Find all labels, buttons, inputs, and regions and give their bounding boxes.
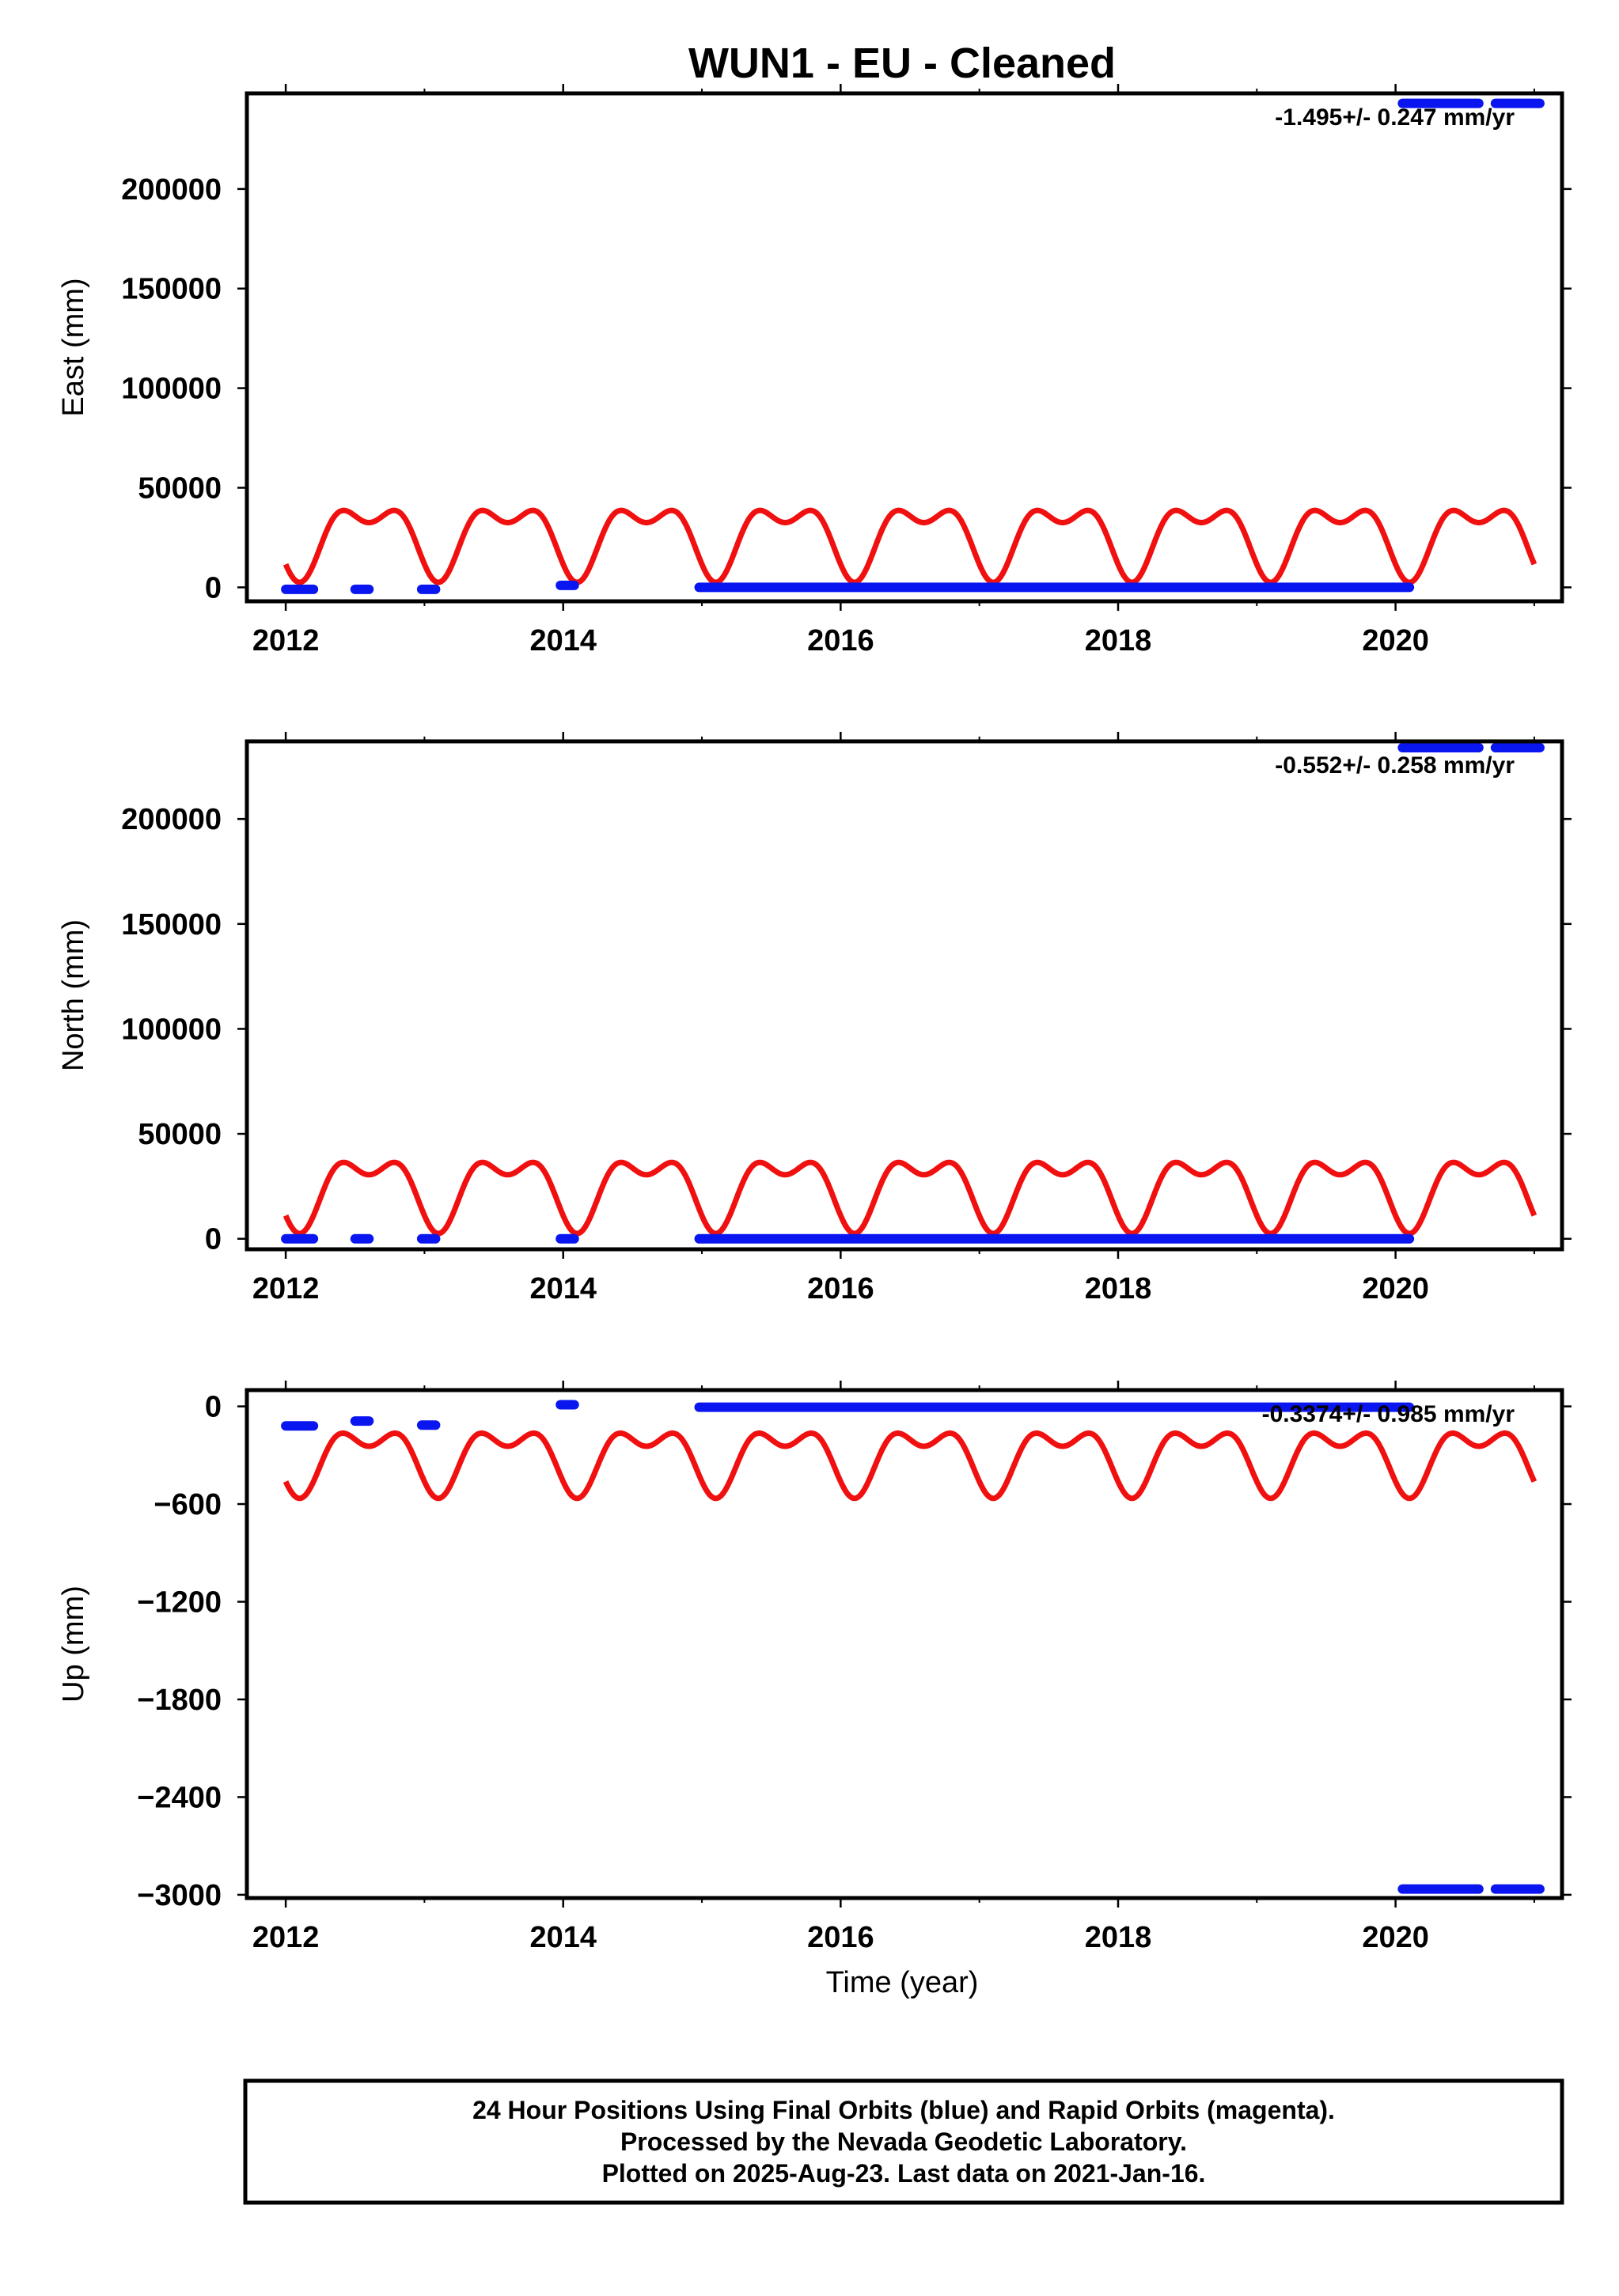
north-panel: 2012 2014 2016 2018 2020 0 50000 100000 150000 20… [57, 732, 1572, 1305]
x-tick-label: 2020 [1362, 1272, 1429, 1305]
footer-line-3: Plotted on 2025-Aug-23. Last data on 202… [602, 2159, 1206, 2188]
y-tick-label: 100000 [121, 1013, 222, 1046]
x-tick-label: 2014 [529, 624, 597, 657]
x-tick-label: 2016 [807, 1921, 874, 1954]
x-axis-title: Time (year) [826, 1966, 979, 1999]
plot-frame [245, 1388, 1564, 1900]
y-tick-label: 200000 [121, 803, 222, 836]
x-tick-label: 2016 [807, 624, 874, 657]
data-layer [281, 742, 1545, 1244]
y-tick-label: 200000 [121, 173, 222, 206]
y-tick-label: 150000 [121, 273, 222, 306]
plot-frame [245, 739, 1564, 1252]
x-tick-label: 2014 [529, 1921, 597, 1954]
y-tick-label: −1200 [137, 1586, 222, 1620]
seasonal-model-line [282, 1159, 1537, 1237]
x-tick-label: 2012 [252, 1921, 320, 1954]
seasonal-model-line [282, 507, 1537, 585]
footer-box: 24 Hour Positions Using Final Orbits (bl… [243, 2078, 1564, 2205]
y-tick-label: 0 [205, 1223, 222, 1256]
y-tick-label: 150000 [121, 908, 222, 942]
x-tick-label: 2018 [1085, 1921, 1152, 1954]
figure-title: WUN1 - EU - Cleaned [688, 40, 1116, 87]
footer-line-1: 24 Hour Positions Using Final Orbits (bl… [472, 2096, 1335, 2124]
x-tick-label: 2020 [1362, 624, 1429, 657]
data-layer [281, 1400, 1545, 1894]
y-tick-label: 0 [205, 571, 222, 604]
x-tick-label: 2016 [807, 1272, 874, 1305]
up-panel: 2012 2014 2016 2018 2020 0 −600 −1200 −1800 −2400… [57, 1381, 1572, 1954]
x-tick-label: 2020 [1362, 1921, 1429, 1954]
footer-frame [243, 2078, 1564, 2205]
x-tick-label: 2012 [252, 624, 320, 657]
y-axis-title: North (mm) [57, 919, 90, 1071]
x-tick-label: 2014 [529, 1272, 597, 1305]
footer-line-2: Processed by the Nevada Geodetic Laborat… [620, 2127, 1187, 2156]
y-axis-title: East (mm) [57, 278, 90, 416]
x-tick-label: 2018 [1085, 1272, 1152, 1305]
y-axis-title: Up (mm) [57, 1586, 90, 1703]
y-tick-label: −1800 [137, 1684, 222, 1717]
seasonal-model-line [282, 1430, 1537, 1502]
x-tick-label: 2012 [252, 1272, 320, 1305]
y-tick-label: 0 [205, 1391, 222, 1424]
y-tick-label: 50000 [138, 472, 222, 505]
y-tick-label: 100000 [121, 373, 222, 406]
x-tick-label: 2018 [1085, 624, 1152, 657]
y-tick-label: −600 [154, 1488, 222, 1521]
y-tick-label: 50000 [138, 1118, 222, 1151]
rate-annotation: -0.3374+/- 0.985 mm/yr [1262, 1401, 1515, 1427]
y-tick-label: −2400 [137, 1781, 222, 1814]
rate-annotation: -1.495+/- 0.247 mm/yr [1275, 104, 1515, 131]
rate-annotation: -0.552+/- 0.258 mm/yr [1275, 752, 1515, 779]
plot-frame [245, 91, 1564, 604]
y-tick-label: −3000 [137, 1879, 222, 1912]
east-panel: 2012 2014 2016 2018 2020 0 50000 100000 150000 20… [57, 84, 1572, 657]
data-layer [281, 98, 1545, 594]
